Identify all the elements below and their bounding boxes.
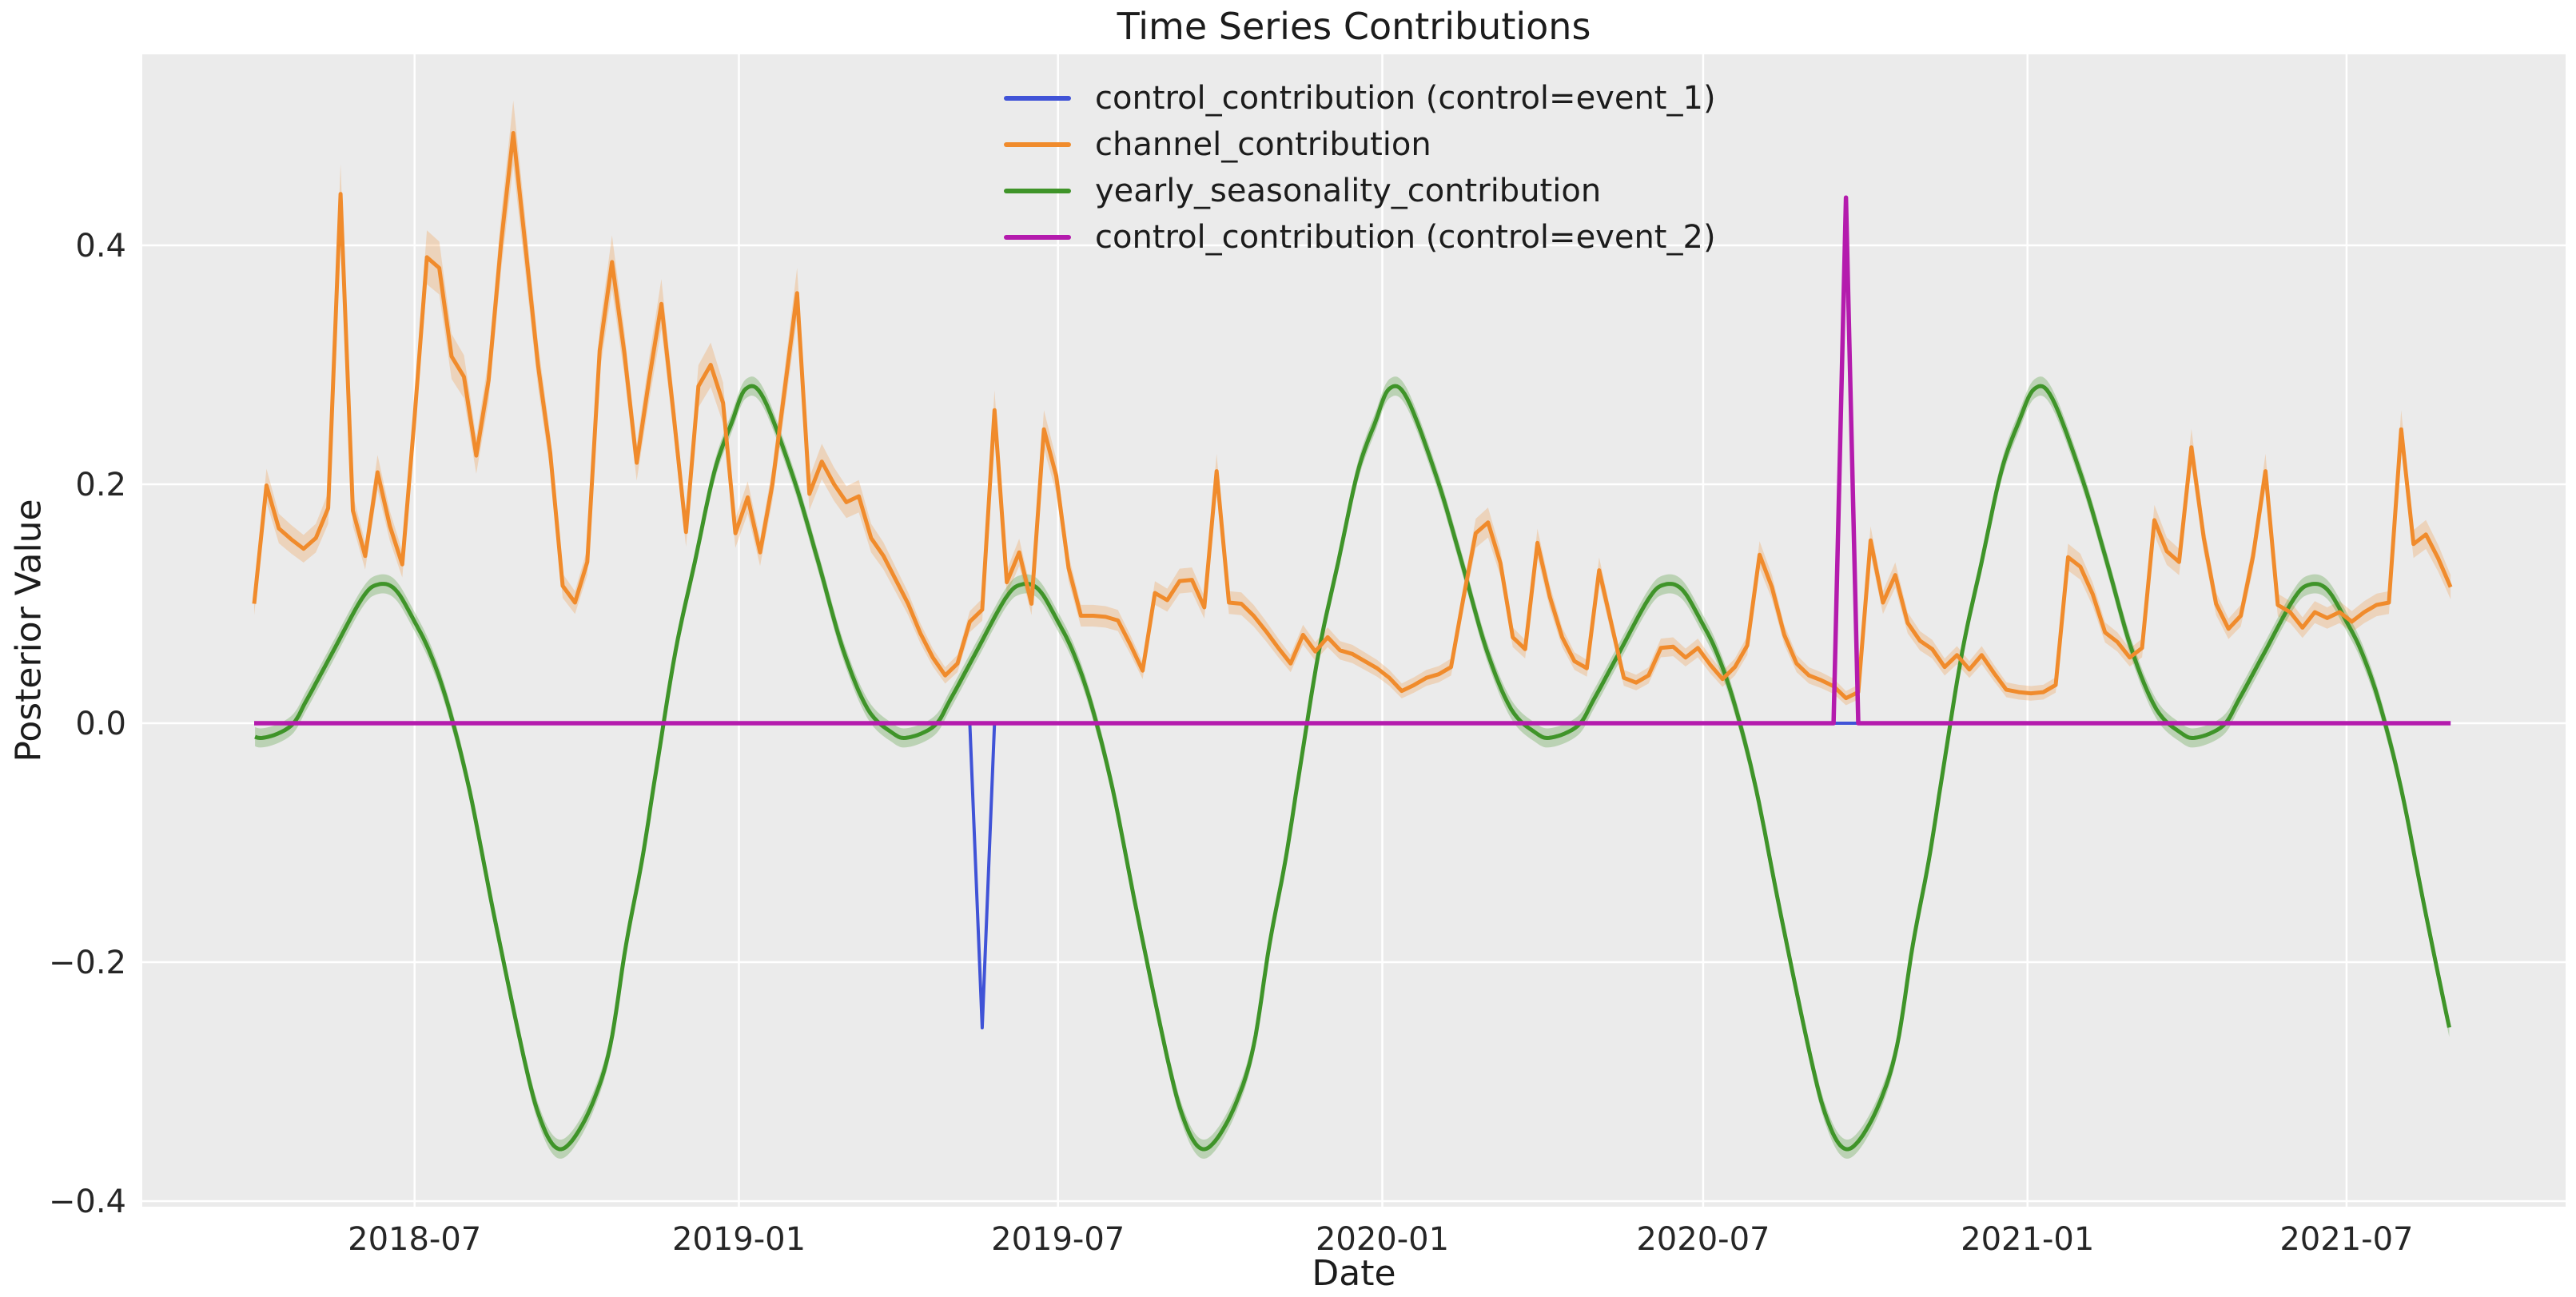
legend-label: control_contribution (control=event_2): [1095, 219, 1716, 256]
legend-label: yearly_seasonality_contribution: [1095, 173, 1602, 209]
x-axis-label: Date: [1312, 1253, 1396, 1294]
x-tick-label: 2020-01: [1316, 1221, 1449, 1258]
yearly-seasonality-line: [254, 384, 2451, 1152]
x-tick-label: 2021-01: [1961, 1221, 2094, 1258]
chart-title: Time Series Contributions: [1117, 5, 1591, 48]
x-tick-label: 2018-07: [348, 1221, 481, 1258]
channel-contribution-line: [252, 131, 2453, 701]
x-tick-label: 2019-07: [991, 1221, 1125, 1258]
legend-line-swatch: [1004, 235, 1071, 240]
legend-line-swatch: [1004, 189, 1071, 193]
y-tick-label: −0.4: [49, 1184, 126, 1220]
y-tick-label: −0.2: [49, 945, 126, 981]
legend-item: control_contribution (control=event_2): [1004, 214, 1716, 261]
legend-line-swatch: [1004, 96, 1071, 101]
legend-item: channel_contribution: [1004, 121, 1716, 168]
legend-label: channel_contribution: [1095, 126, 1431, 163]
legend-item: yearly_seasonality_contribution: [1004, 168, 1716, 214]
y-axis-label: Posterior Value: [8, 499, 50, 762]
y-tick-label: 0.2: [75, 467, 126, 503]
x-tick-label: 2020-07: [1636, 1221, 1770, 1258]
legend-item: control_contribution (control=event_1): [1004, 75, 1716, 121]
x-tick-label: 2021-07: [2279, 1221, 2413, 1258]
event-2-control-line: [254, 195, 2451, 726]
legend-line-swatch: [1004, 142, 1071, 147]
plot-background: [142, 54, 2566, 1207]
x-tick-label: 2019-01: [672, 1221, 806, 1258]
y-tick-label: 0.0: [75, 706, 126, 742]
legend: control_contribution (control=event_1)ch…: [1004, 75, 1716, 261]
y-tick-label: 0.4: [75, 228, 126, 265]
legend-label: control_contribution (control=event_1): [1095, 80, 1716, 117]
